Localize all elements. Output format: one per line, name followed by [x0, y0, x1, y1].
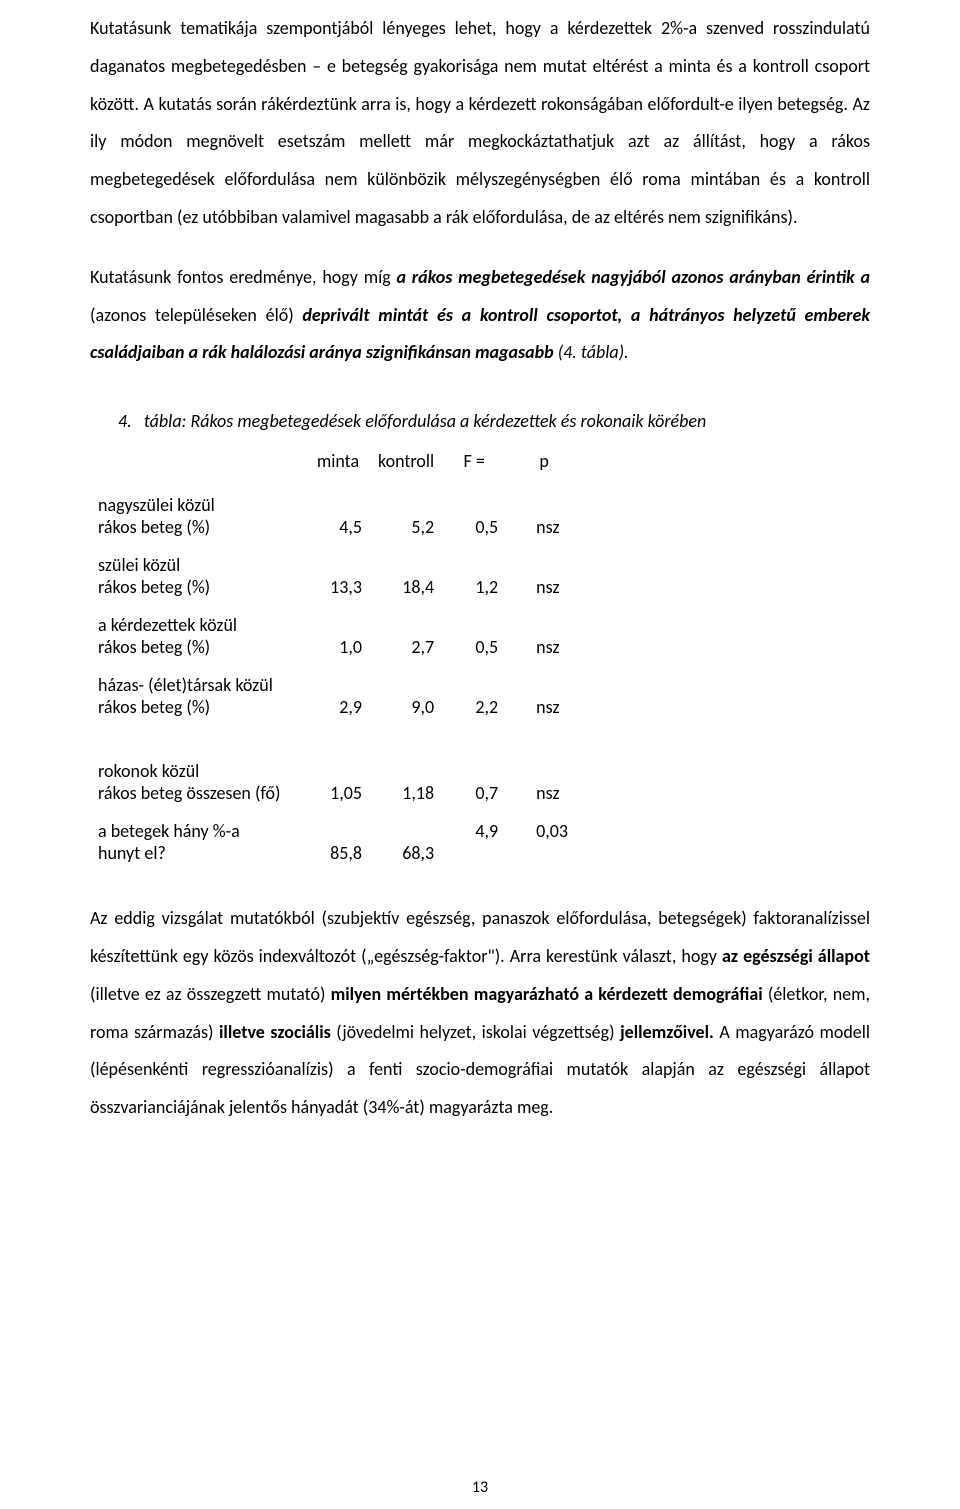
cell: nsz: [506, 516, 582, 538]
cell: 1,2: [442, 576, 506, 598]
table-row: nagyszülei közül: [90, 494, 582, 516]
caption-text: tábla: Rákos megbetegedések előfordulása…: [144, 410, 706, 432]
cell: 2,9: [306, 696, 370, 718]
header-kontroll: kontroll: [370, 450, 442, 478]
document-page: Kutatásunk tematikája szempontjából lény…: [0, 0, 960, 1509]
row3-label2: rákos beteg (%): [90, 636, 306, 658]
cell: 2,7: [370, 636, 442, 658]
row3-label1: a kérdezettek közül: [90, 614, 306, 636]
row6-label1: a betegek hány %-a: [90, 820, 306, 842]
cell: 1,05: [306, 782, 370, 804]
cell: 4,5: [306, 516, 370, 538]
p3-c: (illetve ez az összegzett mutató): [90, 983, 331, 1005]
p3-f: illetve szociális: [219, 1021, 331, 1043]
table-header-row: minta kontroll F = p: [90, 450, 582, 478]
table-row: rokonok közül: [90, 760, 582, 782]
p3-g: (jövedelmi helyzet, iskolai végzettség): [331, 1021, 620, 1043]
table-row: rákos beteg (%) 13,3 18,4 1,2 nsz: [90, 576, 582, 598]
p2-emph-1: a rákos megbetegedések nagyjából azonos …: [397, 266, 871, 288]
table-row: rákos beteg (%) 2,9 9,0 2,2 nsz: [90, 696, 582, 718]
table-row: rákos beteg (%) 1,0 2,7 0,5 nsz: [90, 636, 582, 658]
table-row: a kérdezettek közül: [90, 614, 582, 636]
table-row: házas- (élet)társak közül: [90, 674, 582, 696]
data-table: minta kontroll F = p nagyszülei közül rá…: [90, 450, 582, 864]
page-number: 13: [0, 1478, 960, 1497]
cell: 1,0: [306, 636, 370, 658]
cell: nsz: [506, 782, 582, 804]
cell: 0,03: [506, 820, 582, 842]
p3-d: milyen mértékben magyarázható a kérdezet…: [331, 983, 763, 1005]
table-row: rákos beteg összesen (fő) 1,05 1,18 0,7 …: [90, 782, 582, 804]
paragraph-2: Kutatásunk fontos eredménye, hogy míg a …: [90, 259, 870, 372]
p2-intro: Kutatásunk fontos eredménye, hogy míg: [90, 266, 397, 288]
header-minta: minta: [306, 450, 370, 478]
row4-label2: rákos beteg (%): [90, 696, 306, 718]
header-F: F =: [442, 450, 506, 478]
row1-label1: nagyszülei közül: [90, 494, 306, 516]
cell: 5,2: [370, 516, 442, 538]
paragraph-1-text: Kutatásunk tematikája szempontjából lény…: [90, 17, 870, 228]
table-caption: 4. tábla: Rákos megbetegedések előfordul…: [118, 410, 870, 432]
p2-mid: (azonos településeken élő): [90, 304, 302, 326]
paragraph-3: Az eddig vizsgálat mutatókból (szubjektí…: [90, 900, 870, 1127]
header-p: p: [506, 450, 582, 478]
cell: 2,2: [442, 696, 506, 718]
cell: 68,3: [370, 842, 442, 864]
row5-label1: rokonok közül: [90, 760, 306, 782]
paragraph-1: Kutatásunk tematikája szempontjából lény…: [90, 10, 870, 237]
table-row: hunyt el? 85,8 68,3: [90, 842, 582, 864]
row2-label2: rákos beteg (%): [90, 576, 306, 598]
row2-label1: szülei közül: [90, 554, 306, 576]
cell: nsz: [506, 636, 582, 658]
row4-label1: házas- (élet)társak közül: [90, 674, 306, 696]
p3-h: jellemzőivel.: [620, 1021, 714, 1043]
cell: 85,8: [306, 842, 370, 864]
caption-num: 4.: [118, 410, 132, 432]
p3-b: az egészségi állapot: [722, 945, 870, 967]
p2-tableref: (4. tábla).: [558, 341, 629, 363]
cell: 0,5: [442, 636, 506, 658]
cell: 1,18: [370, 782, 442, 804]
cell: 18,4: [370, 576, 442, 598]
row1-label2: rákos beteg (%): [90, 516, 306, 538]
cell: nsz: [506, 696, 582, 718]
row6-label2: hunyt el?: [90, 842, 306, 864]
cell: 9,0: [370, 696, 442, 718]
cell: 13,3: [306, 576, 370, 598]
cell: 0,5: [442, 516, 506, 538]
table-row: szülei közül: [90, 554, 582, 576]
cell: 0,7: [442, 782, 506, 804]
header-blank: [90, 450, 306, 478]
table-row: a betegek hány %-a 4,9 0,03: [90, 820, 582, 842]
table-row: rákos beteg (%) 4,5 5,2 0,5 nsz: [90, 516, 582, 538]
row5-label2: rákos beteg összesen (fő): [90, 782, 306, 804]
cell: 4,9: [442, 820, 506, 842]
cell: nsz: [506, 576, 582, 598]
